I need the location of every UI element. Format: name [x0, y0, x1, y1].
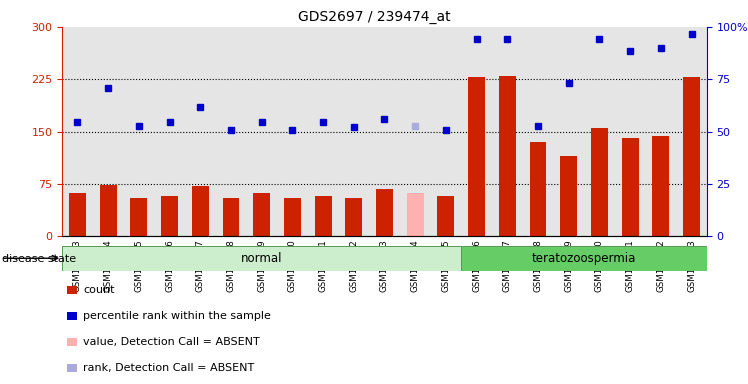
Bar	[222, 198, 239, 236]
Bar	[215, 27, 246, 236]
Bar	[307, 27, 338, 236]
Bar	[154, 27, 185, 236]
Text: normal: normal	[241, 252, 283, 265]
Bar	[652, 136, 669, 236]
Bar	[523, 27, 554, 236]
Bar	[369, 27, 400, 236]
Bar	[123, 27, 154, 236]
Bar	[338, 27, 369, 236]
Bar	[407, 193, 423, 236]
Bar	[584, 27, 615, 236]
Text: GDS2697 / 239474_at: GDS2697 / 239474_at	[298, 10, 450, 23]
Bar	[376, 189, 393, 236]
Text: percentile rank within the sample: percentile rank within the sample	[83, 311, 271, 321]
Bar	[277, 27, 307, 236]
Bar	[315, 196, 331, 236]
Text: value, Detection Call = ABSENT: value, Detection Call = ABSENT	[83, 337, 260, 347]
Bar	[400, 27, 431, 236]
Bar	[615, 27, 646, 236]
Bar	[646, 27, 676, 236]
Bar	[438, 196, 454, 236]
Bar	[468, 77, 485, 236]
Bar	[69, 193, 86, 236]
Bar	[62, 27, 93, 236]
Bar	[591, 128, 608, 236]
Bar	[254, 193, 270, 236]
Bar	[676, 27, 707, 236]
Bar	[431, 27, 462, 236]
Text: disease state: disease state	[2, 254, 76, 264]
Bar	[492, 27, 523, 236]
Bar	[99, 185, 117, 236]
FancyBboxPatch shape	[62, 246, 462, 271]
Bar	[161, 196, 178, 236]
Bar	[560, 156, 577, 236]
Text: teratozoospermia: teratozoospermia	[532, 252, 637, 265]
Bar	[530, 142, 547, 236]
Bar	[93, 27, 123, 236]
Bar	[499, 76, 515, 236]
Bar	[622, 139, 639, 236]
Bar	[346, 198, 362, 236]
Bar	[554, 27, 584, 236]
Bar	[246, 27, 277, 236]
Bar	[683, 77, 700, 236]
Text: rank, Detection Call = ABSENT: rank, Detection Call = ABSENT	[83, 363, 254, 373]
FancyBboxPatch shape	[462, 246, 707, 271]
Bar	[185, 27, 215, 236]
Bar	[130, 198, 147, 236]
Bar	[462, 27, 492, 236]
Text: count: count	[83, 285, 114, 295]
Bar	[191, 186, 209, 236]
Bar	[284, 198, 301, 236]
